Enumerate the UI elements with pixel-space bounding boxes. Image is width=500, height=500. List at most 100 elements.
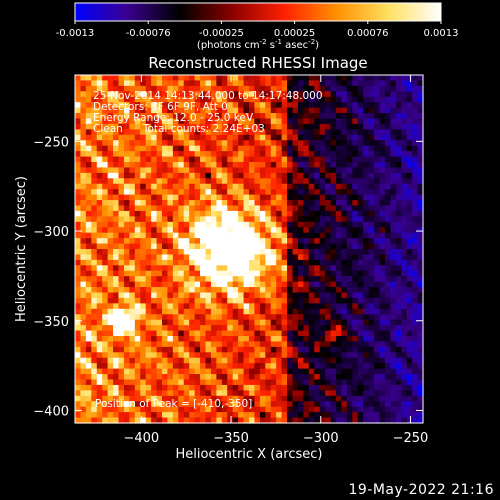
heatmap-pixel <box>308 341 315 348</box>
heatmap-pixel <box>346 401 353 408</box>
heatmap-pixel <box>91 210 98 217</box>
heatmap-pixel <box>363 227 370 234</box>
heatmap-pixel <box>325 227 332 234</box>
heatmap-pixel <box>319 330 326 337</box>
heatmap-pixel <box>172 194 179 201</box>
heatmap-pixel <box>330 80 337 87</box>
heatmap-pixel <box>107 134 114 141</box>
heatmap-pixel <box>183 123 190 130</box>
heatmap-pixel <box>374 390 381 397</box>
heatmap-pixel <box>189 189 196 196</box>
heatmap-pixel <box>189 259 196 266</box>
heatmap-pixel <box>167 379 174 386</box>
heatmap-pixel <box>200 325 207 332</box>
heatmap-pixel <box>178 145 185 152</box>
heatmap-pixel <box>249 216 256 223</box>
heatmap-pixel <box>200 172 207 179</box>
heatmap-pixel <box>167 221 174 228</box>
heatmap-pixel <box>243 308 250 315</box>
heatmap-pixel <box>390 227 397 234</box>
heatmap-pixel <box>270 91 277 98</box>
heatmap-pixel <box>80 330 87 337</box>
heatmap-pixel <box>172 75 179 82</box>
heatmap-pixel <box>314 210 321 217</box>
heatmap-pixel <box>129 129 136 136</box>
heatmap-pixel <box>140 330 147 337</box>
colorbar-tick-label: -0.00025 <box>199 28 244 39</box>
heatmap-pixel <box>330 395 337 402</box>
heatmap-pixel <box>384 151 391 158</box>
heatmap-pixel <box>249 352 256 359</box>
heatmap-pixel <box>167 287 174 294</box>
heatmap-pixel <box>167 325 174 332</box>
heatmap-pixel <box>129 167 136 174</box>
heatmap-pixel <box>319 156 326 163</box>
heatmap-pixel <box>395 265 402 272</box>
heatmap-pixel <box>303 417 310 424</box>
heatmap-pixel <box>395 210 402 217</box>
heatmap-pixel <box>412 232 419 239</box>
heatmap-pixel <box>363 297 370 304</box>
heatmap-pixel <box>314 249 321 256</box>
heatmap-pixel <box>140 232 147 239</box>
heatmap-pixel <box>216 270 223 277</box>
heatmap-pixel <box>107 102 114 109</box>
heatmap-pixel <box>249 232 256 239</box>
heatmap-pixel <box>249 151 256 158</box>
heatmap-pixel <box>363 270 370 277</box>
heatmap-pixel <box>129 172 136 179</box>
heatmap-pixel <box>346 297 353 304</box>
heatmap-pixel <box>140 336 147 343</box>
heatmap-pixel <box>210 75 217 82</box>
heatmap-pixel <box>232 401 239 408</box>
heatmap-pixel <box>287 401 294 408</box>
heatmap-pixel <box>200 308 207 315</box>
heatmap-pixel <box>254 352 261 359</box>
heatmap-pixel <box>118 194 125 201</box>
heatmap-pixel <box>330 363 337 370</box>
heatmap-pixel <box>308 167 315 174</box>
heatmap-pixel <box>368 401 375 408</box>
heatmap-pixel <box>232 227 239 234</box>
heatmap-pixel <box>336 276 343 283</box>
heatmap-pixel <box>194 102 201 109</box>
heatmap-pixel <box>75 265 82 272</box>
heatmap-pixel <box>265 205 272 212</box>
heatmap-pixel <box>210 363 217 370</box>
heatmap-pixel <box>374 341 381 348</box>
heatmap-pixel <box>216 417 223 424</box>
heatmap-pixel <box>265 238 272 245</box>
heatmap-pixel <box>363 243 370 250</box>
heatmap-pixel <box>368 123 375 130</box>
x-axis-label: Heliocentric X (arcsec) <box>176 447 323 462</box>
heatmap-pixel <box>363 172 370 179</box>
heatmap-pixel <box>96 156 103 163</box>
heatmap-pixel <box>368 417 375 424</box>
heatmap-pixel <box>363 330 370 337</box>
heatmap-pixel <box>281 183 288 190</box>
heatmap-pixel <box>406 417 413 424</box>
heatmap-pixel <box>341 221 348 228</box>
heatmap-pixel <box>357 205 364 212</box>
heatmap-pixel <box>281 368 288 375</box>
heatmap-pixel <box>113 167 120 174</box>
heatmap-pixel <box>96 368 103 375</box>
heatmap-pixel <box>336 91 343 98</box>
heatmap-pixel <box>238 134 245 141</box>
heatmap-pixel <box>167 189 174 196</box>
heatmap-pixel <box>96 341 103 348</box>
heatmap-pixel <box>178 134 185 141</box>
heatmap-pixel <box>183 341 190 348</box>
heatmap-pixel <box>129 401 136 408</box>
heatmap-pixel <box>118 183 125 190</box>
heatmap-pixel <box>134 249 141 256</box>
heatmap-pixel <box>384 276 391 283</box>
heatmap-pixel <box>91 330 98 337</box>
heatmap-pixel <box>390 216 397 223</box>
heatmap-pixel <box>417 75 424 82</box>
heatmap-pixel <box>118 75 125 82</box>
heatmap-pixel <box>287 129 294 136</box>
heatmap-pixel <box>395 352 402 359</box>
heatmap-pixel <box>374 352 381 359</box>
heatmap-pixel <box>281 151 288 158</box>
